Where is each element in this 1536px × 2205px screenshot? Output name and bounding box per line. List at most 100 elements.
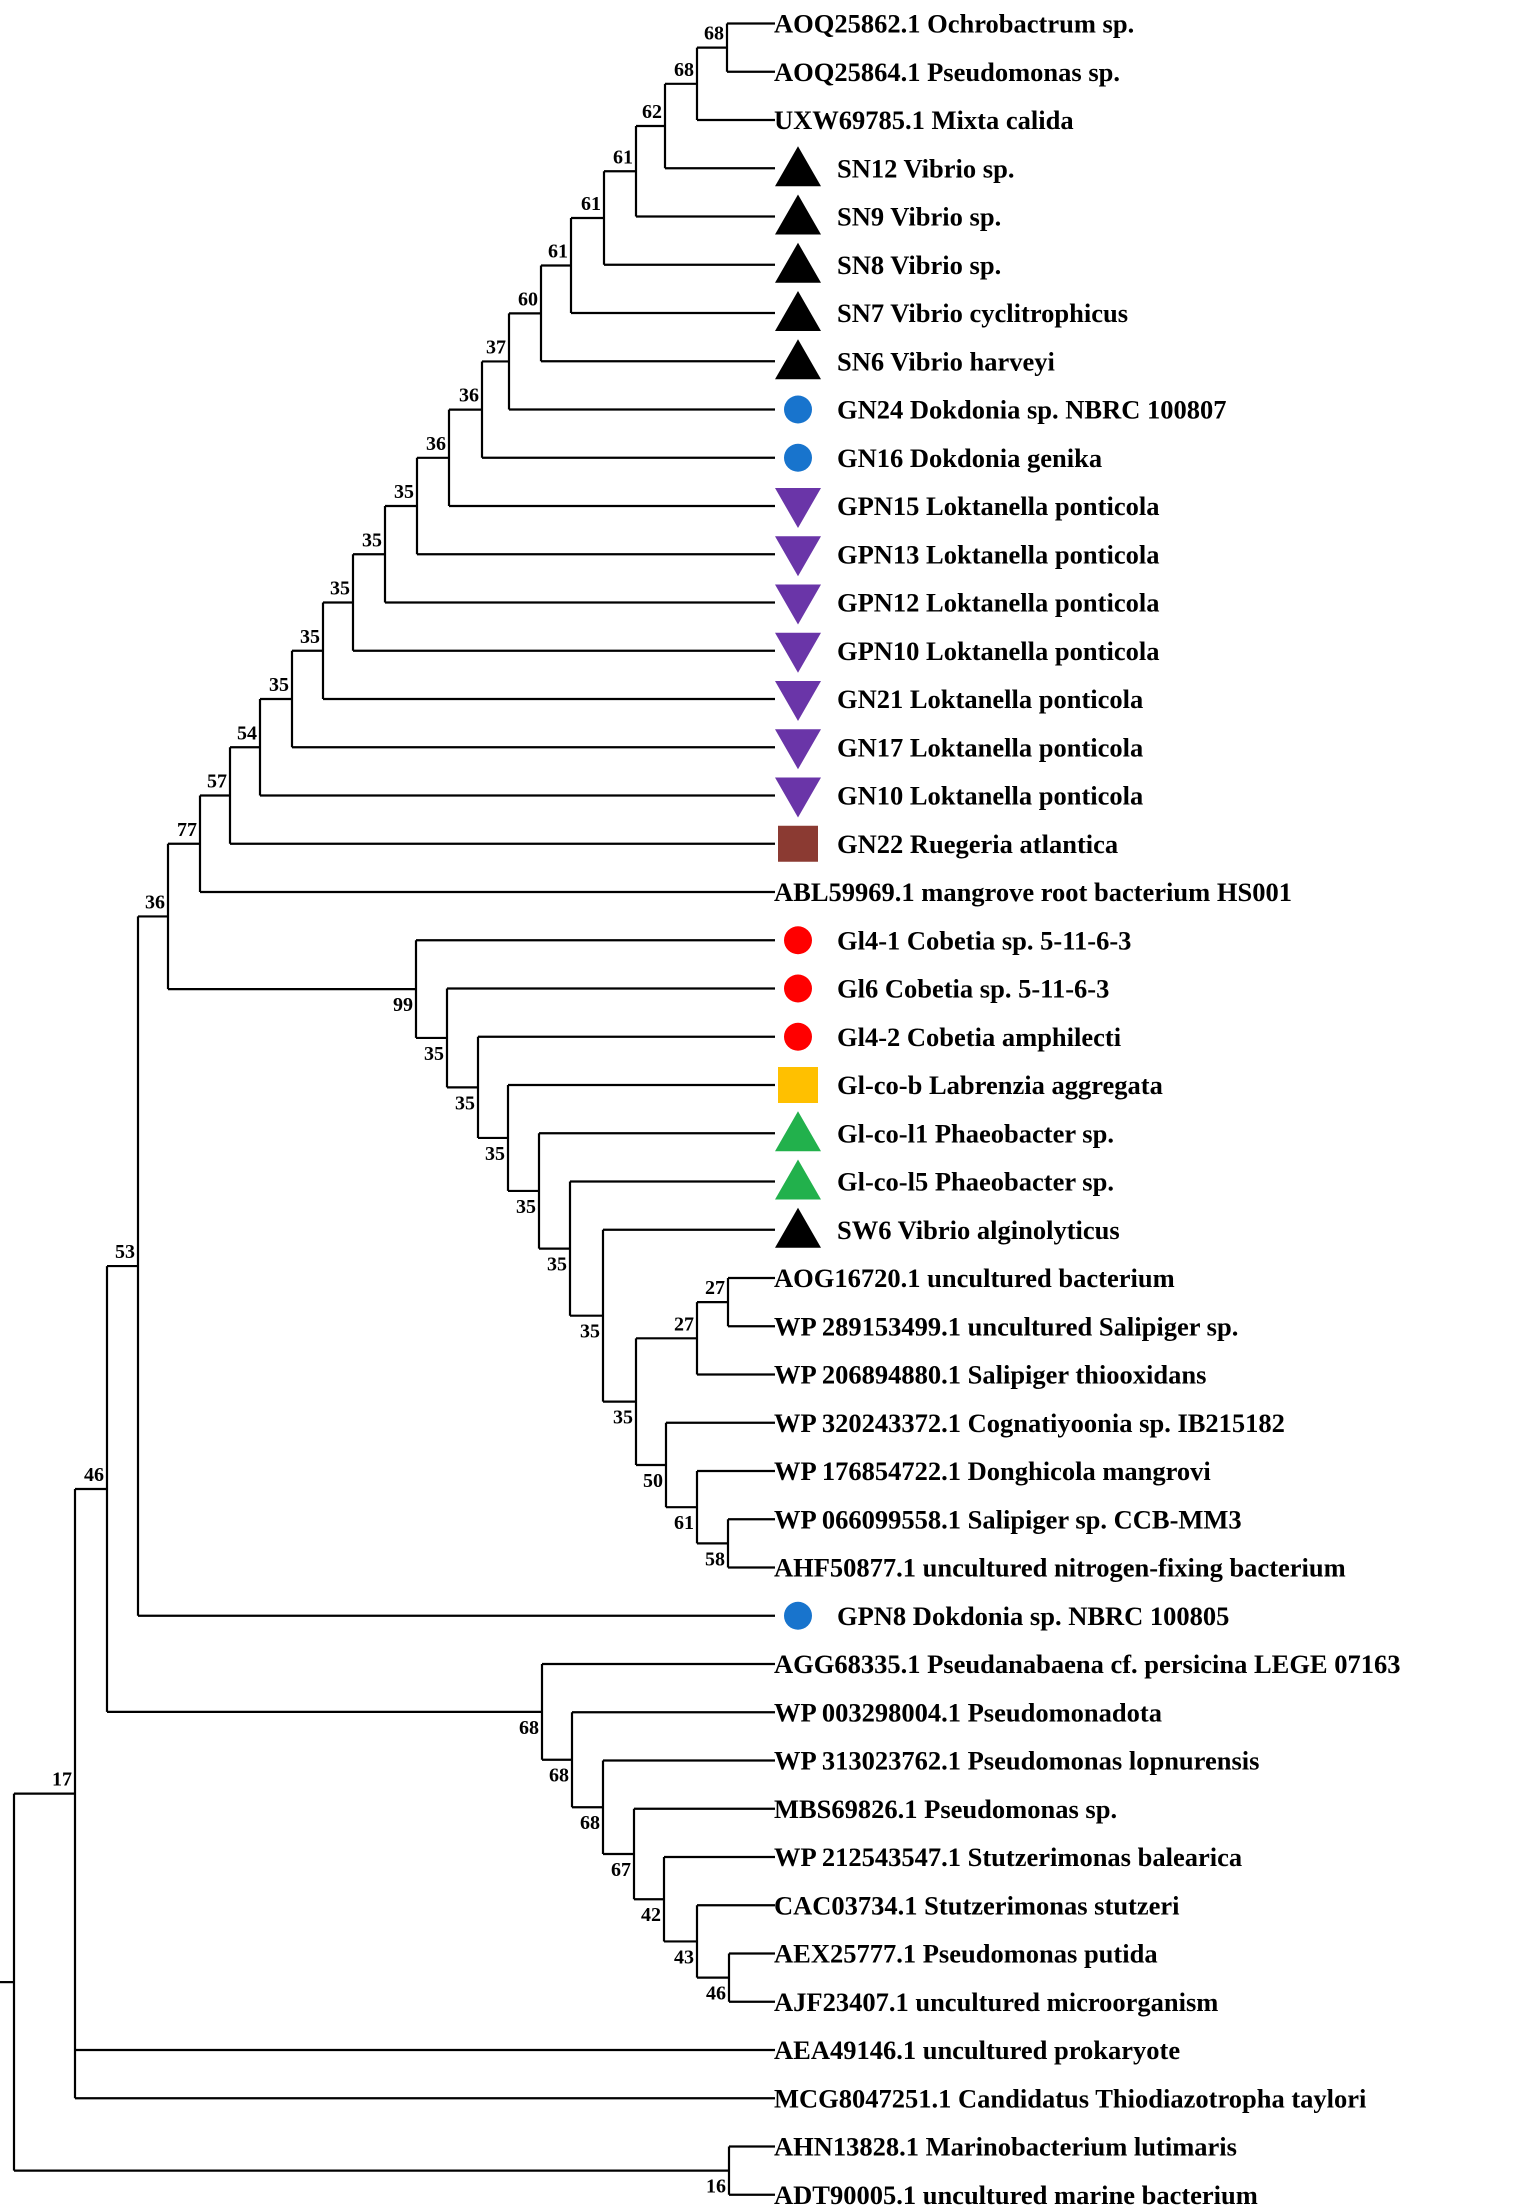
- leaf-label: WP 212543547.1 Stutzerimonas balearica: [774, 1842, 1242, 1872]
- bootstrap-value: 35: [300, 626, 320, 648]
- leaf-labels: AOQ25862.1 Ochrobactrum sp. AOQ25864.1 Ps…: [774, 9, 1400, 2205]
- leaf-label: GN17 Loktanella ponticola: [837, 732, 1143, 762]
- bootstrap-value: 35: [516, 1196, 536, 1218]
- leaf-label: Gl-co-l1 Phaeobacter sp.: [837, 1118, 1114, 1148]
- leaf-label: Gl-co-l5 Phaeobacter sp.: [837, 1167, 1114, 1197]
- leaf-label: CAC03734.1 Stutzerimonas stutzeri: [774, 1890, 1180, 1920]
- bootstrap-value: 68: [519, 1717, 539, 1739]
- triangle-down-marker: [775, 681, 821, 721]
- leaf-label: WP 066099558.1 Salipiger sp. CCB-MM3: [774, 1504, 1242, 1534]
- bootstrap-value: 67: [611, 1859, 631, 1881]
- leaf-label: GPN8 Dokdonia sp. NBRC 100805: [837, 1601, 1229, 1631]
- leaf-label: WP 313023762.1 Pseudomonas lopnurensis: [774, 1746, 1259, 1776]
- triangle-up-marker: [775, 146, 821, 187]
- triangle-up-marker: [775, 339, 821, 380]
- bootstrap-value: 61: [674, 1512, 694, 1534]
- triangle-down-marker: [775, 632, 821, 673]
- bootstrap-value: 77: [177, 819, 197, 841]
- triangle-down-marker: [775, 536, 821, 577]
- leaf-label: AEX25777.1 Pseudomonas putida: [774, 1939, 1158, 1969]
- leaf-label: GPN15 Loktanella ponticola: [837, 491, 1159, 521]
- bootstrap-value: 27: [674, 1313, 694, 1335]
- circle-marker: [784, 443, 812, 472]
- leaf-label: Gl4-1 Cobetia sp. 5-11-6-3: [837, 925, 1131, 955]
- bootstrap-value: 68: [674, 59, 694, 81]
- leaf-label: GPN12 Loktanella ponticola: [837, 588, 1159, 618]
- bootstrap-value: 27: [705, 1277, 725, 1299]
- leaf-label: WP 176854722.1 Donghicola mangrovi: [774, 1456, 1211, 1486]
- bootstrap-value: 61: [581, 193, 601, 215]
- bootstrap-value: 35: [424, 1043, 444, 1065]
- triangle-down-marker: [775, 488, 821, 528]
- bootstrap-value: 61: [613, 146, 633, 168]
- leaf-label: AOG16720.1 uncultured bacterium: [774, 1263, 1175, 1293]
- bootstrap-value: 99: [393, 994, 413, 1016]
- bootstrap-value: 35: [269, 674, 289, 696]
- circle-marker: [784, 1022, 812, 1051]
- bootstrap-value: 53: [115, 1241, 135, 1263]
- bootstrap-value: 35: [362, 529, 382, 551]
- circle-marker: [784, 1601, 812, 1630]
- triangle-up-marker: [775, 1159, 821, 1200]
- leaf-label: SN12 Vibrio sp.: [837, 153, 1014, 183]
- square-marker: [778, 825, 818, 862]
- leaf-label: WP 003298004.1 Pseudomonadota: [774, 1697, 1162, 1727]
- leaf-label: GPN13 Loktanella ponticola: [837, 539, 1159, 569]
- leaf-label: SN8 Vibrio sp.: [837, 250, 1001, 280]
- bootstrap-value: 43: [674, 1946, 694, 1968]
- bootstrap-value: 36: [426, 433, 446, 455]
- leaf-label: ABL59969.1 mangrove root bacterium HS001: [774, 877, 1292, 907]
- leaf-label: GN10 Loktanella ponticola: [837, 781, 1143, 811]
- bootstrap-value: 46: [706, 1983, 726, 2005]
- bootstrap-value: 61: [548, 241, 568, 263]
- bootstrap-value: 35: [613, 1407, 633, 1429]
- bootstrap-value: 60: [518, 288, 538, 310]
- circle-marker: [784, 395, 812, 424]
- leaf-label: WP 206894880.1 Salipiger thiooxidans: [774, 1360, 1206, 1390]
- leaf-label: Gl6 Cobetia sp. 5-11-6-3: [837, 974, 1109, 1004]
- bootstrap-value: 54: [237, 722, 257, 744]
- leaf-label: MBS69826.1 Pseudomonas sp.: [774, 1794, 1117, 1824]
- bootstrap-value: 35: [485, 1143, 505, 1165]
- leaf-label: GN22 Ruegeria atlantica: [837, 829, 1118, 859]
- bootstrap-value: 68: [549, 1765, 569, 1787]
- leaf-label: SN9 Vibrio sp.: [837, 202, 1001, 232]
- bootstrap-value: 16: [706, 2176, 726, 2198]
- leaf-label: AEA49146.1 uncultured prokaryote: [774, 2035, 1180, 2065]
- bootstrap-value: 36: [459, 385, 479, 407]
- bootstrap-value: 35: [547, 1254, 567, 1276]
- leaf-label: Gl4-2 Cobetia amphilecti: [837, 1022, 1121, 1052]
- triangle-up-marker: [775, 194, 821, 235]
- bootstrap-value: 62: [642, 101, 662, 123]
- leaf-label: WP 320243372.1 Cognatiyoonia sp. IB21518…: [774, 1408, 1285, 1438]
- bootstrap-value: 37: [486, 336, 506, 358]
- bootstrap-value: 35: [330, 578, 350, 600]
- leaf-label: ADT90005.1 uncultured marine bacterium: [774, 2180, 1258, 2205]
- bootstrap-value: 46: [84, 1464, 104, 1486]
- bootstrap-value: 35: [455, 1092, 475, 1114]
- triangle-up-marker: [775, 1207, 821, 1248]
- leaf-label: GPN10 Loktanella ponticola: [837, 636, 1159, 666]
- leaf-label: SN7 Vibrio cyclitrophicus: [837, 298, 1128, 328]
- bootstrap-value: 57: [207, 771, 227, 793]
- bootstrap-value: 68: [704, 23, 724, 45]
- circle-marker: [784, 974, 812, 1003]
- leaf-label: AOQ25864.1 Pseudomonas sp.: [774, 57, 1120, 87]
- leaf-label: AJF23407.1 uncultured microorganism: [774, 1987, 1218, 2017]
- leaf-label: WP 289153499.1 uncultured Salipiger sp.: [774, 1311, 1238, 1341]
- triangle-up-marker: [775, 291, 821, 331]
- bootstrap-value: 58: [705, 1548, 725, 1570]
- leaf-label: AHN13828.1 Marinobacterium lutimaris: [774, 2132, 1237, 2162]
- triangle-up-marker: [775, 1111, 821, 1152]
- triangle-down-marker: [775, 729, 821, 770]
- leaf-label: AHF50877.1 uncultured nitrogen-fixing ba…: [774, 1553, 1346, 1583]
- bootstrap-value: 68: [580, 1812, 600, 1834]
- triangle-down-marker: [775, 777, 821, 818]
- leaf-label: SN6 Vibrio harveyi: [837, 346, 1055, 376]
- leaf-label: GN21 Loktanella ponticola: [837, 684, 1143, 714]
- leaf-markers: [775, 146, 821, 1630]
- leaf-label: GN16 Dokdonia genika: [837, 443, 1102, 473]
- leaf-label: AGG68335.1 Pseudanabaena cf. persicina L…: [774, 1649, 1400, 1679]
- bootstrap-value: 36: [145, 891, 165, 913]
